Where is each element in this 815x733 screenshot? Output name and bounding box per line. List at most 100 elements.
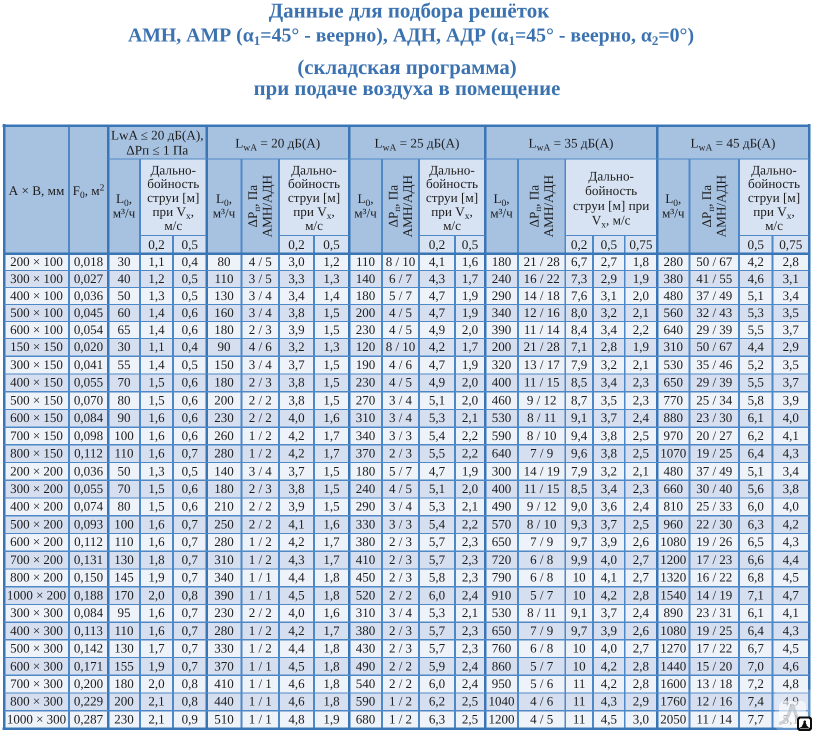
svg-text:4,2: 4,2 — [429, 339, 445, 354]
svg-text:14 / 19: 14 / 19 — [524, 463, 560, 478]
svg-text:3,4: 3,4 — [601, 375, 618, 390]
svg-text:2 / 3: 2 / 3 — [389, 641, 412, 656]
svg-text:50 / 67: 50 / 67 — [696, 339, 733, 354]
svg-text:200: 200 — [214, 392, 234, 407]
svg-text:2,5: 2,5 — [633, 446, 649, 461]
svg-text:1 / 2: 1 / 2 — [389, 694, 412, 709]
svg-text:680: 680 — [356, 711, 376, 726]
svg-text:0,188: 0,188 — [74, 587, 103, 602]
svg-text:1 / 1: 1 / 1 — [249, 711, 272, 726]
svg-text:2,1: 2,1 — [633, 305, 649, 320]
svg-text:3,8: 3,8 — [601, 446, 617, 461]
svg-text:1,6: 1,6 — [148, 446, 165, 461]
svg-text:1,8: 1,8 — [323, 570, 339, 585]
svg-text:16 / 22: 16 / 22 — [524, 271, 560, 286]
svg-text:4 / 5: 4 / 5 — [530, 711, 553, 726]
svg-text:80: 80 — [218, 254, 231, 269]
svg-text:800 × 200: 800 × 200 — [10, 570, 63, 585]
svg-text:70: 70 — [118, 375, 131, 390]
svg-text:95: 95 — [118, 605, 131, 620]
svg-text:1,6: 1,6 — [323, 516, 340, 531]
svg-text:300 × 300: 300 × 300 — [10, 605, 63, 620]
svg-text:1320: 1320 — [660, 570, 686, 585]
svg-text:1,5: 1,5 — [323, 357, 339, 372]
svg-text:Дально-: Дально- — [588, 168, 634, 183]
svg-text:4,9: 4,9 — [429, 322, 445, 337]
svg-text:270: 270 — [356, 392, 376, 407]
svg-text:4,4: 4,4 — [288, 641, 305, 656]
svg-text:0,5: 0,5 — [323, 237, 340, 252]
svg-text:80: 80 — [118, 392, 131, 407]
svg-text:280: 280 — [214, 446, 234, 461]
svg-text:110: 110 — [114, 623, 133, 638]
svg-text:0,6: 0,6 — [182, 305, 199, 320]
svg-text:490: 490 — [492, 499, 512, 514]
svg-text:4 / 5: 4 / 5 — [389, 375, 412, 390]
svg-text:29 / 39: 29 / 39 — [696, 322, 732, 337]
svg-text:1 / 2: 1 / 2 — [249, 428, 272, 443]
svg-text:460: 460 — [492, 392, 512, 407]
svg-text:6,0: 6,0 — [429, 676, 445, 691]
svg-text:0,229: 0,229 — [74, 694, 103, 709]
svg-text:3 / 4: 3 / 4 — [389, 605, 413, 620]
svg-text:890: 890 — [664, 605, 684, 620]
svg-text:3,8: 3,8 — [783, 481, 799, 496]
svg-text:2,5: 2,5 — [633, 428, 649, 443]
svg-text:2 / 3: 2 / 3 — [389, 552, 412, 567]
svg-text:при Vх,: при Vх, — [152, 204, 194, 222]
svg-text:0,093: 0,093 — [74, 516, 103, 531]
svg-text:1,8: 1,8 — [323, 587, 339, 602]
svg-text:2,3: 2,3 — [462, 623, 478, 638]
svg-text:3,4: 3,4 — [783, 288, 800, 303]
svg-text:10: 10 — [573, 570, 586, 585]
svg-text:1 / 1: 1 / 1 — [249, 570, 272, 585]
svg-text:Vх, м/с: Vх, м/с — [592, 213, 631, 231]
svg-text:7,9: 7,9 — [571, 357, 587, 372]
svg-text:ΔРп, Па: ΔРп, Па — [385, 185, 402, 228]
svg-text:2,6: 2,6 — [633, 534, 650, 549]
svg-text:4 / 5: 4 / 5 — [389, 305, 412, 320]
svg-text:500 × 100: 500 × 100 — [10, 305, 63, 320]
svg-text:4,5: 4,5 — [288, 587, 304, 602]
svg-text:ΔРп ≤ 1 Па: ΔРп ≤ 1 Па — [126, 143, 188, 158]
svg-text:240: 240 — [492, 271, 512, 286]
svg-text:180: 180 — [214, 322, 234, 337]
svg-text:860: 860 — [492, 658, 512, 673]
svg-text:6,3: 6,3 — [429, 711, 445, 726]
svg-text:180: 180 — [114, 676, 134, 691]
svg-text:7,1: 7,1 — [571, 339, 587, 354]
svg-text:3,9: 3,9 — [288, 322, 304, 337]
svg-text:280: 280 — [664, 254, 684, 269]
svg-text:0,7: 0,7 — [182, 605, 199, 620]
svg-text:480: 480 — [664, 463, 684, 478]
svg-text:65: 65 — [118, 322, 131, 337]
svg-text:290: 290 — [356, 499, 376, 514]
svg-text:12 / 16: 12 / 16 — [524, 305, 561, 320]
svg-text:230: 230 — [356, 322, 376, 337]
svg-text:8 / 10: 8 / 10 — [527, 428, 557, 443]
svg-text:м/с: м/с — [305, 218, 323, 233]
svg-text:300 × 150: 300 × 150 — [10, 357, 63, 372]
svg-text:410: 410 — [214, 676, 234, 691]
svg-text:2,2: 2,2 — [633, 322, 649, 337]
svg-text:1,9: 1,9 — [462, 463, 478, 478]
svg-text:1,3: 1,3 — [148, 288, 164, 303]
svg-text:21 / 28: 21 / 28 — [524, 339, 560, 354]
svg-text:0,7: 0,7 — [182, 623, 199, 638]
svg-text:8 / 10: 8 / 10 — [386, 339, 416, 354]
svg-text:1 / 1: 1 / 1 — [249, 658, 272, 673]
svg-text:5,1: 5,1 — [748, 288, 764, 303]
svg-text:0,4: 0,4 — [182, 254, 199, 269]
svg-text:3,9: 3,9 — [288, 499, 304, 514]
svg-text:3,7: 3,7 — [288, 357, 305, 372]
svg-text:Дально-: Дально- — [150, 162, 196, 177]
svg-text:1440: 1440 — [660, 658, 686, 673]
svg-text:0,7: 0,7 — [182, 516, 199, 531]
svg-text:3,2: 3,2 — [288, 339, 304, 354]
svg-text:1,9: 1,9 — [148, 658, 164, 673]
svg-text:1,8: 1,8 — [323, 676, 339, 691]
svg-text:3,8: 3,8 — [288, 375, 304, 390]
svg-text:32 / 43: 32 / 43 — [696, 305, 732, 320]
svg-text:3,9: 3,9 — [601, 534, 617, 549]
svg-text:700 × 300: 700 × 300 — [10, 676, 63, 691]
